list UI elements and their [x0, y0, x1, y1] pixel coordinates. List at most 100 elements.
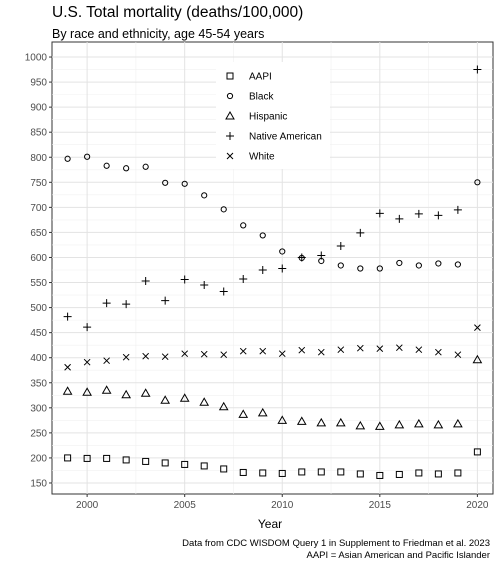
- y-tick-label: 200: [30, 453, 47, 464]
- point-hispanic: [374, 421, 385, 430]
- abbreviation-caption: AAPI = Asian American and Pacific Island…: [306, 550, 490, 561]
- y-tick: 450: [30, 328, 52, 339]
- y-tick-label: 1000: [25, 53, 48, 64]
- point-native-american: [102, 299, 111, 308]
- point-black: [64, 155, 71, 162]
- y-tick: 950: [30, 78, 52, 89]
- point-black: [474, 179, 481, 186]
- y-tick-label: 350: [30, 378, 47, 389]
- point-hispanic: [140, 388, 151, 397]
- legend-item-white: White: [226, 152, 275, 163]
- point-black: [396, 259, 403, 267]
- y-tick-label: 900: [30, 103, 47, 114]
- series-black: [64, 153, 481, 272]
- point-black: [240, 222, 247, 229]
- legend-item-black: Black: [226, 92, 274, 103]
- point-white: [64, 363, 71, 371]
- point-black: [220, 206, 227, 213]
- y-tick-label: 450: [30, 328, 47, 339]
- point-white: [356, 344, 364, 352]
- point-native-american: [434, 211, 443, 220]
- point-black: [201, 192, 208, 199]
- point-aapi: [64, 454, 72, 462]
- point-black: [415, 262, 422, 269]
- point-aapi: [298, 468, 306, 476]
- point-aapi: [376, 471, 384, 479]
- x-tick: 2015: [369, 494, 392, 511]
- y-tick: 1000: [25, 53, 52, 64]
- y-tick-label: 400: [30, 353, 47, 364]
- x-tick-label: 2005: [174, 500, 197, 511]
- y-tick-label: 250: [30, 428, 47, 439]
- point-native-american: [317, 251, 326, 260]
- point-white: [181, 350, 189, 358]
- point-aapi: [220, 465, 228, 473]
- legend-key-hispanic: [225, 110, 235, 120]
- point-hispanic: [335, 417, 346, 427]
- y-tick-label: 600: [30, 253, 47, 264]
- point-white: [200, 350, 208, 358]
- x-tick-label: 2015: [369, 500, 392, 511]
- legend-key-aapi: [226, 72, 234, 80]
- y-tick-label: 650: [30, 228, 47, 239]
- point-aapi: [278, 469, 286, 477]
- point-native-american: [180, 275, 189, 284]
- y-tick: 500: [30, 303, 52, 314]
- x-tick-label: 2010: [271, 500, 294, 511]
- y-tick: 600: [30, 253, 52, 264]
- y-tick-label: 550: [30, 278, 47, 289]
- point-white: [395, 344, 403, 352]
- point-hispanic: [277, 415, 288, 424]
- legend-key-white: [226, 152, 234, 160]
- chart-title: U.S. Total mortality (deaths/100,000): [52, 4, 304, 21]
- x-tick: 2000: [76, 494, 99, 511]
- point-hispanic: [121, 389, 132, 399]
- point-native-american: [63, 312, 72, 321]
- point-aapi: [473, 448, 481, 456]
- legend: AAPI Black Hispanic Native American White: [216, 62, 330, 169]
- point-white: [103, 357, 110, 365]
- y-tick: 750: [30, 178, 52, 189]
- x-tick: 2020: [466, 494, 489, 511]
- point-black: [181, 180, 188, 187]
- point-white: [435, 348, 442, 356]
- legend-label-aapi: AAPI: [249, 72, 272, 83]
- y-tick: 150: [30, 478, 52, 489]
- point-black: [123, 165, 130, 172]
- point-white: [122, 353, 130, 361]
- point-black: [142, 163, 149, 170]
- point-black: [376, 265, 383, 272]
- legend-item-hispanic: Hispanic: [225, 110, 287, 123]
- legend-label-black: Black: [249, 92, 274, 103]
- point-native-american: [83, 323, 92, 332]
- point-white: [298, 346, 306, 354]
- point-hispanic: [472, 354, 483, 364]
- point-hispanic: [296, 416, 307, 425]
- point-white: [259, 347, 267, 355]
- point-black: [357, 265, 364, 272]
- point-white: [474, 324, 481, 331]
- point-native-american: [161, 296, 170, 305]
- point-hispanic: [433, 419, 444, 429]
- y-tick: 900: [30, 103, 52, 114]
- point-aapi: [395, 470, 403, 478]
- y-tick-label: 850: [30, 128, 47, 139]
- point-native-american: [453, 205, 462, 214]
- y-tick: 200: [30, 453, 52, 464]
- point-aapi: [454, 469, 462, 477]
- point-native-american: [122, 300, 131, 309]
- legend-key-black: [226, 92, 234, 100]
- point-hispanic: [179, 393, 190, 402]
- series-hispanic: [62, 354, 483, 430]
- point-native-american: [375, 209, 384, 218]
- point-hispanic: [199, 397, 210, 406]
- y-tick-label: 300: [30, 403, 47, 414]
- x-tick-label: 2000: [76, 500, 99, 511]
- series-aapi: [64, 448, 481, 479]
- legend-label-hispanic: Hispanic: [249, 112, 287, 123]
- point-native-american: [395, 214, 404, 223]
- point-native-american: [200, 281, 209, 290]
- source-caption: Data from CDC WISDOM Query 1 in Suppleme…: [182, 538, 490, 549]
- point-aapi: [356, 470, 364, 478]
